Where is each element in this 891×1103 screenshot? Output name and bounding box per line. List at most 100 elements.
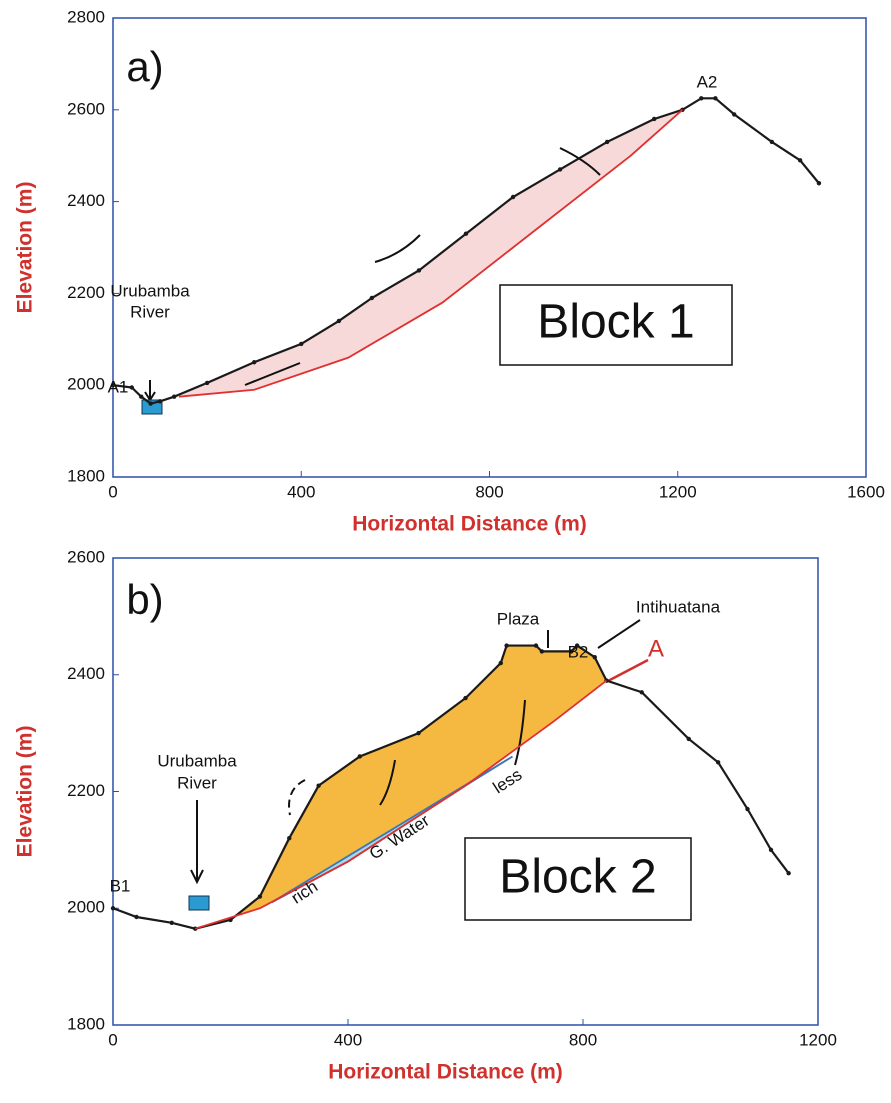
annotation: Intihuatana: [636, 597, 721, 616]
y-axis-label: Elevation (m): [14, 726, 37, 858]
profile-point: [357, 754, 362, 759]
profile-point: [639, 690, 644, 695]
plot-frame: [112, 557, 819, 1026]
profile-point: [148, 401, 153, 406]
x-axis-label: Horizontal Distance (m): [328, 1061, 563, 1084]
profile-point: [699, 96, 704, 101]
profile-point: [369, 295, 375, 301]
x-tick-label: 800: [475, 482, 503, 501]
y-tick-label: 1800: [67, 466, 105, 485]
old-surface: [288, 779, 306, 816]
x-tick-label: 1200: [799, 1030, 837, 1049]
profile-point: [539, 649, 545, 654]
profile-point: [416, 268, 422, 273]
profile-point: [157, 399, 163, 404]
river-arrow-head: [190, 869, 204, 885]
profile-point: [816, 181, 822, 186]
annotation: b): [126, 576, 163, 623]
profile-point: [768, 847, 774, 853]
river: [188, 895, 210, 911]
profile-point: [204, 380, 210, 386]
slide-arrow: [374, 234, 421, 263]
x-tick-label: 400: [287, 482, 315, 501]
annotation: A: [648, 635, 664, 662]
y-tick-label: 2400: [67, 191, 105, 210]
y-tick-label: 2000: [67, 898, 105, 917]
a-arrow: [605, 658, 649, 684]
y-axis-label: Elevation (m): [14, 182, 37, 314]
river: [141, 399, 163, 415]
annotation: less: [490, 765, 526, 797]
profile-point: [745, 806, 750, 812]
annotation: A2: [697, 72, 718, 91]
profile-point: [504, 643, 509, 648]
slide-mass: [178, 109, 683, 397]
profile-point: [510, 194, 516, 200]
slip-surface: [178, 109, 684, 398]
profile-point: [169, 920, 174, 926]
y-tick-label: 2400: [67, 664, 105, 683]
slide-arrow: [514, 699, 526, 766]
annotation: B1: [110, 876, 131, 895]
decorations: [144, 147, 641, 885]
profile-point: [652, 116, 657, 122]
profile-point: [463, 231, 469, 236]
profile-point: [574, 643, 580, 648]
y-tick-label: 2200: [67, 283, 105, 302]
profile-point: [498, 660, 503, 666]
annotation: a): [126, 43, 163, 90]
profile-point: [604, 139, 610, 145]
x-tick-label: 800: [569, 1030, 597, 1049]
profile-point: [139, 394, 144, 399]
profile-point: [416, 730, 421, 736]
slide-mass: [195, 645, 607, 929]
profile-point: [336, 318, 342, 324]
annotation: A1: [108, 377, 129, 396]
y-tick-label: 2000: [67, 375, 105, 394]
profile-point: [713, 96, 718, 101]
annotation: River: [177, 773, 217, 792]
x-axis-label: Horizontal Distance (m): [352, 513, 587, 536]
profile-point: [769, 139, 775, 145]
profile-point: [171, 394, 177, 399]
profile-point: [569, 649, 574, 654]
y-tick-label: 2800: [67, 7, 105, 26]
label-box: [464, 837, 692, 921]
profile-point: [715, 760, 721, 765]
annotation: B2: [568, 642, 589, 661]
annotation: Urubamba: [157, 751, 237, 770]
y-tick-label: 1800: [67, 1014, 105, 1033]
profile-point: [134, 914, 139, 920]
annotation: Block 1: [537, 296, 694, 349]
x-tick-label: 1600: [847, 482, 885, 501]
profile-point: [251, 360, 257, 365]
profile-point: [463, 695, 468, 701]
profile-point: [299, 341, 304, 347]
profile-point: [557, 167, 563, 172]
profile-point: [786, 871, 791, 876]
profile-point: [592, 655, 597, 660]
annotation: Urubamba: [110, 281, 190, 300]
slip-surface: [194, 679, 608, 930]
x-tick-label: 1200: [659, 482, 697, 501]
profile-point: [797, 158, 803, 163]
profile-point: [257, 894, 263, 899]
y-tick-label: 2600: [67, 547, 105, 566]
y-tick-label: 2200: [67, 781, 105, 800]
profile-point: [732, 112, 737, 117]
intihuatana-arrow: [597, 619, 641, 649]
x-tick-label: 400: [334, 1030, 362, 1049]
label-box: [499, 284, 733, 366]
profile-point: [110, 383, 116, 388]
profile-point: [129, 385, 135, 390]
y-tick-label: 2600: [67, 99, 105, 118]
annotation: Block 2: [499, 851, 656, 904]
x-tick-label: 0: [108, 482, 117, 501]
slide-arrow: [379, 759, 396, 806]
slide-arrow: [244, 362, 301, 386]
x-tick-label: 0: [108, 1030, 117, 1049]
annotation: Plaza: [497, 609, 540, 628]
annotation: River: [130, 302, 170, 321]
profile-point: [316, 783, 321, 788]
